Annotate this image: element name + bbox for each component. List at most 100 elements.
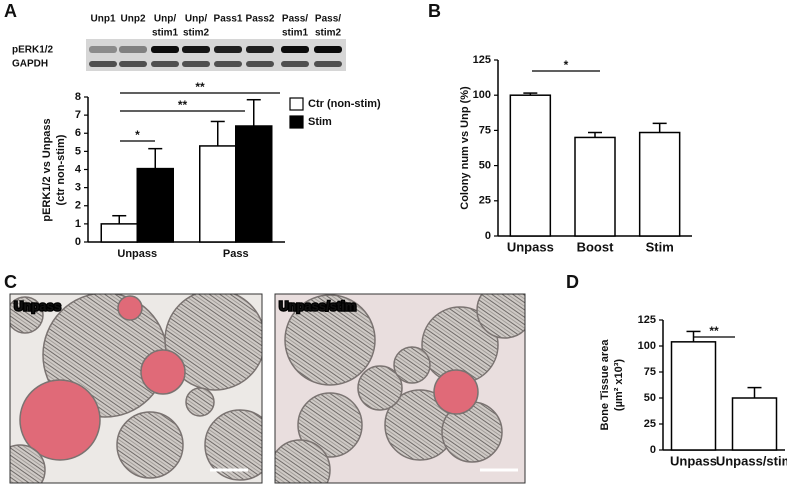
x-tick-label: Stim bbox=[646, 239, 674, 254]
lane-label: Pass1 bbox=[214, 14, 243, 25]
tissue bbox=[117, 295, 143, 321]
bar bbox=[731, 397, 778, 451]
y-tick-label: 75 bbox=[479, 124, 491, 136]
y-tick-label: 125 bbox=[638, 314, 656, 326]
tissue bbox=[284, 294, 376, 386]
micrograph-frame bbox=[274, 293, 526, 484]
band bbox=[119, 46, 147, 53]
band bbox=[246, 46, 274, 53]
tissue bbox=[164, 294, 262, 391]
y-tick-label: 4 bbox=[75, 163, 82, 175]
lane-label: Pass2 bbox=[246, 14, 275, 25]
band bbox=[214, 61, 242, 67]
band bbox=[151, 46, 179, 53]
blot-row-label: pERK1/2 bbox=[12, 45, 54, 56]
lane-label: Unp/ bbox=[154, 14, 176, 25]
tissue bbox=[433, 369, 479, 415]
lane-label: Pass/ bbox=[282, 14, 308, 25]
lane-label: Pass/ bbox=[315, 14, 341, 25]
tissue bbox=[10, 296, 44, 334]
y-tick-label: 5 bbox=[75, 145, 81, 157]
y-tick-label: 3 bbox=[75, 182, 81, 194]
bar bbox=[670, 341, 717, 451]
bar bbox=[199, 145, 237, 243]
y-axis-label: pERK1/2 vs Unpass bbox=[41, 118, 53, 221]
tissue bbox=[185, 387, 215, 417]
legend-label: Ctr (non-stim) bbox=[308, 98, 381, 110]
significance-label: ** bbox=[709, 324, 719, 338]
x-tick-label: Unpass/stim bbox=[716, 453, 787, 468]
y-tick-label: 8 bbox=[75, 91, 81, 103]
micrograph bbox=[275, 294, 525, 483]
y-tick-label: 50 bbox=[479, 160, 491, 172]
panel-label: C bbox=[4, 272, 17, 292]
y-axis-label: Colony num vs Unp (%) bbox=[459, 86, 471, 210]
significance-label: ** bbox=[178, 98, 188, 112]
micrograph-label: Unpass bbox=[14, 298, 61, 313]
y-tick-label: 7 bbox=[75, 109, 81, 121]
tissue bbox=[275, 439, 331, 483]
y-axis-label: (µm² x10³) bbox=[613, 359, 625, 412]
y-tick-label: 100 bbox=[638, 340, 656, 352]
micrograph-label: Unpass/stim bbox=[279, 298, 356, 313]
y-axis-label: (ctr non-stim) bbox=[55, 134, 67, 205]
legend-label: Stim bbox=[308, 116, 332, 128]
legend-swatch bbox=[289, 97, 304, 111]
micrograph-frame bbox=[9, 293, 263, 484]
y-tick-label: 0 bbox=[485, 230, 491, 242]
lane-label: stim2 bbox=[183, 28, 210, 39]
y-tick-label: 25 bbox=[644, 418, 656, 430]
y-axis-label: Bone Tissue area bbox=[599, 339, 611, 431]
x-tick-label: Pass bbox=[223, 248, 249, 260]
panel-label: D bbox=[566, 272, 579, 292]
tissue bbox=[476, 294, 525, 339]
bar bbox=[235, 125, 273, 243]
y-tick-label: 100 bbox=[473, 89, 491, 101]
y-tick-label: 0 bbox=[75, 236, 81, 248]
lane-label: stim1 bbox=[282, 28, 309, 39]
bar bbox=[574, 136, 616, 237]
band bbox=[89, 61, 117, 67]
tissue bbox=[393, 346, 431, 384]
band bbox=[281, 46, 309, 53]
y-tick-label: 6 bbox=[75, 127, 81, 139]
band bbox=[314, 61, 342, 67]
tissue bbox=[297, 392, 363, 458]
band bbox=[119, 61, 147, 67]
band bbox=[182, 61, 210, 67]
band bbox=[214, 46, 242, 53]
lane-label: stim2 bbox=[315, 28, 342, 39]
panel-label: A bbox=[4, 1, 17, 21]
x-tick-label: Boost bbox=[577, 239, 615, 254]
y-tick-label: 2 bbox=[75, 200, 81, 212]
band bbox=[314, 46, 342, 53]
y-tick-label: 1 bbox=[75, 218, 81, 230]
y-tick-label: 25 bbox=[479, 195, 491, 207]
y-tick-label: 75 bbox=[644, 366, 656, 378]
blot-row-label: GAPDH bbox=[12, 59, 48, 70]
tissue bbox=[116, 411, 184, 479]
band bbox=[182, 46, 210, 53]
bar bbox=[136, 167, 174, 243]
lane-label: stim1 bbox=[152, 28, 179, 39]
y-tick-label: 125 bbox=[473, 54, 491, 66]
band bbox=[246, 61, 274, 67]
bar bbox=[638, 131, 681, 237]
lane-label: Unp1 bbox=[91, 14, 116, 25]
panel-label: B bbox=[428, 1, 441, 21]
bar bbox=[100, 223, 138, 243]
y-tick-label: 50 bbox=[644, 392, 656, 404]
band bbox=[281, 61, 309, 67]
lane-label: Unp2 bbox=[121, 14, 146, 25]
band bbox=[89, 46, 117, 53]
legend-swatch bbox=[289, 115, 304, 129]
tissue bbox=[10, 444, 46, 483]
significance-label: * bbox=[564, 58, 569, 72]
x-tick-label: Unpass bbox=[507, 239, 554, 254]
band bbox=[151, 61, 179, 67]
lane-label: Unp/ bbox=[185, 14, 207, 25]
micrograph bbox=[10, 294, 262, 483]
tissue bbox=[204, 409, 262, 481]
y-tick-label: 0 bbox=[650, 444, 656, 456]
